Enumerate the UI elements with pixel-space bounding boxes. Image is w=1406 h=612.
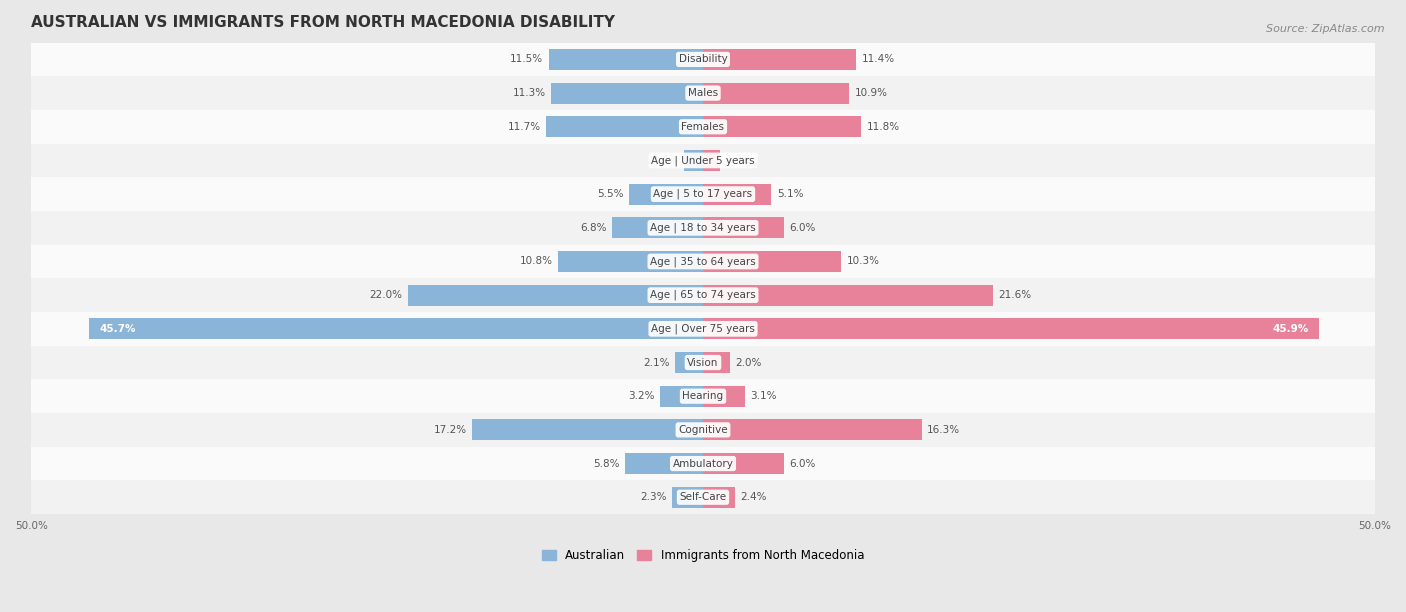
Bar bbox=[703, 217, 783, 238]
Bar bbox=[685, 150, 703, 171]
Bar bbox=[31, 144, 1375, 177]
Text: 16.3%: 16.3% bbox=[928, 425, 960, 435]
Text: 11.8%: 11.8% bbox=[868, 122, 900, 132]
Bar bbox=[408, 285, 703, 305]
Text: AUSTRALIAN VS IMMIGRANTS FROM NORTH MACEDONIA DISABILITY: AUSTRALIAN VS IMMIGRANTS FROM NORTH MACE… bbox=[31, 15, 616, 30]
Text: Self-Care: Self-Care bbox=[679, 492, 727, 502]
Text: 2.3%: 2.3% bbox=[640, 492, 666, 502]
Bar bbox=[612, 217, 703, 238]
Text: 5.8%: 5.8% bbox=[593, 458, 620, 469]
Text: 3.1%: 3.1% bbox=[749, 391, 776, 401]
Text: 1.4%: 1.4% bbox=[652, 155, 679, 165]
Bar bbox=[703, 49, 856, 70]
Bar bbox=[703, 318, 1319, 339]
Text: 11.5%: 11.5% bbox=[510, 54, 543, 64]
Bar bbox=[31, 278, 1375, 312]
Bar bbox=[703, 285, 993, 305]
Text: Males: Males bbox=[688, 88, 718, 98]
Text: Age | Over 75 years: Age | Over 75 years bbox=[651, 324, 755, 334]
Text: Hearing: Hearing bbox=[682, 391, 724, 401]
Bar bbox=[703, 251, 841, 272]
Bar bbox=[31, 245, 1375, 278]
Text: 6.0%: 6.0% bbox=[789, 223, 815, 233]
Bar bbox=[703, 116, 862, 137]
Bar bbox=[703, 386, 745, 406]
Bar bbox=[551, 83, 703, 103]
Bar bbox=[703, 453, 783, 474]
Bar bbox=[659, 386, 703, 406]
Text: 5.5%: 5.5% bbox=[598, 189, 624, 199]
Bar bbox=[703, 352, 730, 373]
Text: 2.0%: 2.0% bbox=[735, 357, 762, 368]
Bar bbox=[31, 177, 1375, 211]
Text: Disability: Disability bbox=[679, 54, 727, 64]
Bar bbox=[31, 480, 1375, 514]
Text: Age | 35 to 64 years: Age | 35 to 64 years bbox=[650, 256, 756, 267]
Bar bbox=[31, 110, 1375, 144]
Bar bbox=[703, 487, 735, 508]
Bar bbox=[31, 447, 1375, 480]
Bar bbox=[672, 487, 703, 508]
Bar bbox=[675, 352, 703, 373]
Text: 2.4%: 2.4% bbox=[741, 492, 768, 502]
Text: 6.0%: 6.0% bbox=[789, 458, 815, 469]
Bar bbox=[703, 184, 772, 204]
Text: 10.3%: 10.3% bbox=[846, 256, 880, 266]
Text: 10.8%: 10.8% bbox=[520, 256, 553, 266]
Bar bbox=[703, 83, 849, 103]
Text: 11.4%: 11.4% bbox=[862, 54, 894, 64]
Bar bbox=[558, 251, 703, 272]
Bar bbox=[548, 49, 703, 70]
Text: Age | 5 to 17 years: Age | 5 to 17 years bbox=[654, 189, 752, 200]
Text: Vision: Vision bbox=[688, 357, 718, 368]
Text: Ambulatory: Ambulatory bbox=[672, 458, 734, 469]
Text: 2.1%: 2.1% bbox=[643, 357, 669, 368]
Text: 45.9%: 45.9% bbox=[1272, 324, 1309, 334]
Bar bbox=[31, 43, 1375, 76]
Bar bbox=[628, 184, 703, 204]
Text: 22.0%: 22.0% bbox=[370, 290, 402, 300]
Bar bbox=[31, 379, 1375, 413]
Bar bbox=[31, 312, 1375, 346]
Text: 3.2%: 3.2% bbox=[628, 391, 655, 401]
Text: Cognitive: Cognitive bbox=[678, 425, 728, 435]
Bar bbox=[703, 419, 922, 440]
Bar bbox=[31, 346, 1375, 379]
Text: Age | 65 to 74 years: Age | 65 to 74 years bbox=[650, 290, 756, 300]
Text: 11.3%: 11.3% bbox=[513, 88, 546, 98]
Bar bbox=[703, 150, 720, 171]
Text: 10.9%: 10.9% bbox=[855, 88, 887, 98]
Text: 21.6%: 21.6% bbox=[998, 290, 1032, 300]
Bar bbox=[472, 419, 703, 440]
Text: 17.2%: 17.2% bbox=[433, 425, 467, 435]
Text: 45.7%: 45.7% bbox=[100, 324, 136, 334]
Text: Age | Under 5 years: Age | Under 5 years bbox=[651, 155, 755, 166]
Text: Age | 18 to 34 years: Age | 18 to 34 years bbox=[650, 223, 756, 233]
Bar bbox=[31, 76, 1375, 110]
Text: 6.8%: 6.8% bbox=[579, 223, 606, 233]
Legend: Australian, Immigrants from North Macedonia: Australian, Immigrants from North Macedo… bbox=[537, 545, 869, 567]
Bar bbox=[89, 318, 703, 339]
Text: 1.3%: 1.3% bbox=[725, 155, 752, 165]
Bar bbox=[31, 413, 1375, 447]
Text: Source: ZipAtlas.com: Source: ZipAtlas.com bbox=[1267, 24, 1385, 34]
Bar bbox=[546, 116, 703, 137]
Text: 5.1%: 5.1% bbox=[778, 189, 803, 199]
Bar bbox=[626, 453, 703, 474]
Bar bbox=[31, 211, 1375, 245]
Text: 11.7%: 11.7% bbox=[508, 122, 540, 132]
Text: Females: Females bbox=[682, 122, 724, 132]
